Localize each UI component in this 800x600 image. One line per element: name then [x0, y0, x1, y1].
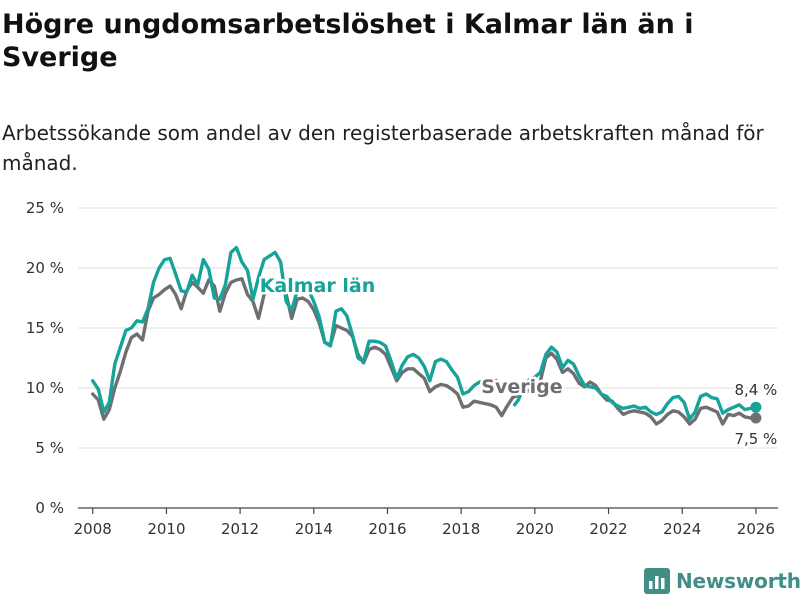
x-tick-label: 2024 — [663, 520, 701, 538]
x-tick-label: 2014 — [295, 520, 333, 538]
series-line-sverige — [91, 277, 758, 426]
series-line-kalmar-lan — [91, 245, 498, 414]
x-tick-label: 2020 — [516, 520, 554, 538]
chart-subtitle: Arbetssökande som andel av den registerb… — [2, 121, 764, 175]
end-point-sverige — [750, 412, 762, 424]
x-tick-label: 2008 — [74, 520, 112, 538]
x-tick-label: 2018 — [442, 520, 480, 538]
x-tick-label: 2022 — [589, 520, 627, 538]
x-tick-label: 2012 — [221, 520, 259, 538]
bar-chart-logo-icon — [644, 568, 670, 594]
series-label-kalmar-lan: Kalmar län — [260, 275, 376, 297]
end-label-kalmar-lan: 8,4 % — [734, 381, 777, 399]
series-line-kalmar-lan — [512, 345, 758, 421]
x-tick-label: 2010 — [147, 520, 185, 538]
y-tick-label: 25 % — [26, 199, 64, 217]
chart-title: Högre ungdomsarbetslöshet i Kalmar län ä… — [2, 9, 694, 73]
end-point-kalmar-lan — [750, 401, 762, 413]
series-label-sverige: Sverige — [481, 376, 562, 398]
y-tick-label: 5 % — [35, 439, 64, 457]
y-tick-label: 0 % — [35, 499, 64, 517]
x-tick-label: 2026 — [737, 520, 775, 538]
x-tick-label: 2016 — [368, 520, 406, 538]
y-tick-label: 10 % — [26, 379, 64, 397]
y-tick-label: 20 % — [26, 259, 64, 277]
brand-logo: Newsworthy — [644, 568, 800, 594]
end-label-sverige: 7,5 % — [734, 430, 777, 448]
brand-name: Newsworthy — [676, 569, 800, 593]
y-tick-label: 15 % — [26, 319, 64, 337]
